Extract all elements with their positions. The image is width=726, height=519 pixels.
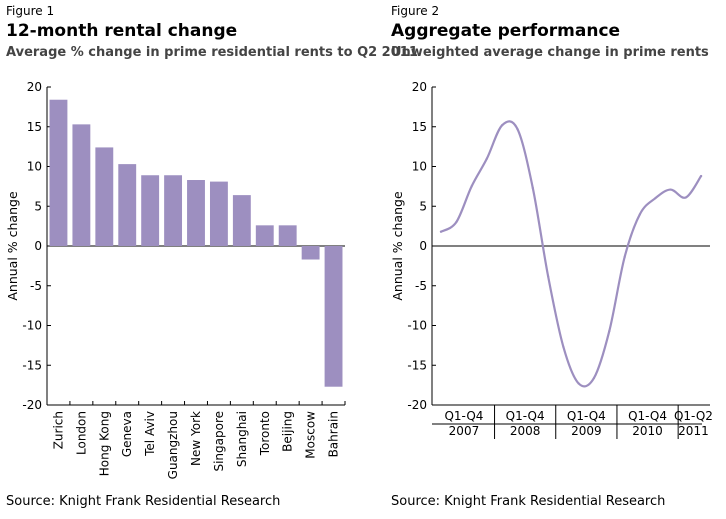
figure1-bar-beijing: [278, 225, 297, 246]
figure2-data-point: [562, 345, 565, 349]
figure2-data-point: [700, 174, 703, 178]
figure1-bar-toronto: [255, 225, 274, 246]
figure1-x-tick-label: Tel Aviv: [143, 411, 157, 457]
figure2-data-point: [577, 382, 580, 385]
figure2-y-tick-label: 5: [419, 199, 427, 213]
figure2-y-tick-label: 0: [419, 239, 427, 253]
figure1-x-tick-label: Bahrain: [327, 411, 341, 457]
figure1-x-tick-label: Singapore: [212, 411, 226, 472]
figure2-x-year-label: 2008: [510, 424, 541, 438]
figure2-data-point: [516, 128, 519, 131]
figure2-data-point: [669, 188, 672, 191]
figure2-label: Figure 2: [391, 4, 440, 18]
figure2-y-tick-label: 20: [412, 80, 427, 94]
figure1-y-tick-label: -20: [22, 398, 42, 412]
figure1-bar-tel-aviv: [141, 175, 160, 246]
figure2-x-year-label: 2009: [571, 424, 602, 438]
figure1-bar-shanghai: [232, 195, 251, 246]
figure1-bar-bahrain: [324, 246, 343, 387]
figure2-data-point: [623, 256, 626, 259]
figure1-source: Source: Knight Frank Residential Researc…: [6, 494, 281, 509]
figure1-x-tick-label: Hong Kong: [97, 411, 111, 476]
figure1-y-tick-label: 10: [27, 160, 42, 174]
figure2-x-range-label: Q1-Q4: [567, 409, 606, 423]
figure1-bar-geneva: [118, 164, 137, 246]
figure2-y-tick-label: 15: [412, 120, 427, 134]
figure2-data-point: [455, 221, 458, 224]
figure1-bar-new-york: [187, 180, 205, 246]
figure1-x-tick-label: Moscow: [304, 411, 318, 459]
figure2-data-point: [439, 230, 443, 233]
figure1-title: 12-month rental change: [6, 21, 238, 41]
figure1-bar-singapore: [209, 181, 228, 246]
figure2-x-range-label: Q1-Q4: [444, 409, 483, 423]
figure2-x-year-label: 2007: [449, 424, 480, 438]
figure2-x-range-label: Q1-Q4: [628, 409, 667, 423]
figure2-x-range-label: Q1-Q2: [674, 409, 713, 423]
figure2-data-point: [470, 185, 473, 188]
figure1-x-tick-label: London: [74, 411, 88, 455]
figure1-y-tick-label: 20: [27, 80, 42, 94]
figure2-data-point: [638, 213, 642, 216]
figure1-x-tick-label: Toronto: [258, 411, 272, 456]
figure1-bar-hong-kong: [95, 147, 114, 246]
figure2-y-tick-label: -10: [407, 319, 427, 333]
figure1-y-tick-label: -15: [22, 358, 42, 372]
figure2-data-point: [654, 197, 657, 200]
figure2-x-range-label: Q1-Q4: [506, 409, 545, 423]
figure1-y-tick-label: -10: [22, 319, 42, 333]
figure2-data-point: [501, 124, 504, 127]
figure1-label: Figure 1: [6, 4, 55, 18]
figure1-x-tick-label: Guangzhou: [166, 411, 180, 479]
figure2-data-point: [608, 329, 611, 333]
figure1-x-tick-label: Beijing: [281, 411, 295, 452]
figure2-title: Aggregate performance: [391, 21, 621, 41]
figure1-bar-chart: 20 15 10 5 0 -5 -10 -15 -20 Annual % change Zurich…: [5, 80, 346, 479]
figure2-data-point: [592, 376, 596, 380]
figure1-bar-zurich: [49, 99, 68, 246]
figure2-data-point: [684, 196, 687, 199]
figure2-subtitle: Unweighted average change in prime rents: [391, 45, 709, 60]
figure1-bar-london: [72, 124, 91, 246]
figure2-series-line: [439, 120, 703, 388]
figure2-y-tick-label: -20: [407, 398, 427, 412]
figure2-x-year-label: 2011: [678, 424, 709, 438]
figure1-y-tick-label: 5: [34, 199, 42, 213]
figure2-source: Source: Knight Frank Residential Researc…: [391, 494, 666, 509]
figure2-data-point: [531, 186, 534, 190]
figure1-x-tick-label: Zurich: [51, 411, 65, 449]
figure1-y-tick-label: 15: [27, 120, 42, 134]
figure1-x-tick-label: New York: [189, 411, 203, 466]
figure1-y-tick-label: 0: [34, 239, 42, 253]
figure2-y-tick-label: -5: [415, 279, 427, 293]
figure2-y-tick-label: -15: [407, 358, 427, 372]
figure2-x-year-label: 2010: [632, 424, 663, 438]
figure1-y-tick-label: -5: [30, 279, 42, 293]
figure1-bar-moscow: [301, 246, 320, 260]
figure2-y-axis-label: Annual % change: [390, 191, 405, 301]
figure1-x-tick-label: Geneva: [120, 411, 134, 457]
figure1-y-axis-label: Annual % change: [5, 191, 20, 301]
figure1-subtitle: Average % change in prime residential re…: [6, 45, 418, 60]
figure1-x-tick-label: Shanghai: [235, 411, 249, 467]
figure1-bar-guangzhou: [164, 175, 183, 246]
figure2-y-tick-label: 10: [412, 160, 427, 174]
figure2-data-point: [485, 157, 488, 160]
figure2-data-point: [547, 275, 550, 278]
